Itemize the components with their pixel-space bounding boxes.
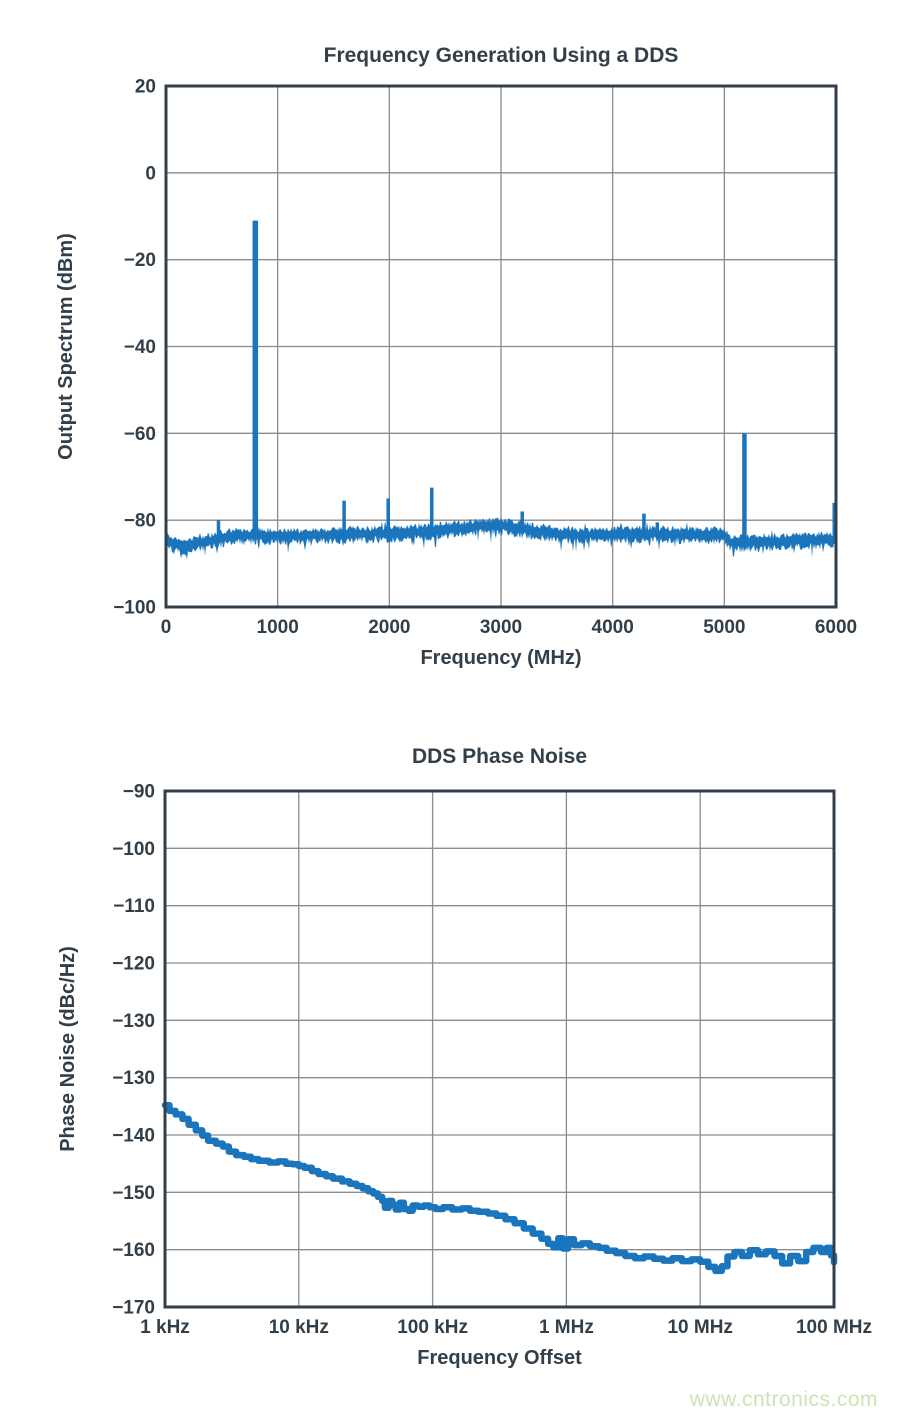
spur xyxy=(386,498,390,537)
y-tick-label: −140 xyxy=(112,1125,155,1146)
y-tick-label: −170 xyxy=(112,1297,155,1318)
y-tick-label: −130 xyxy=(112,1068,155,1089)
spur xyxy=(642,513,646,537)
y-axis-title: Output Spectrum (dBm) xyxy=(55,233,77,460)
x-tick-label: 6000 xyxy=(815,617,857,638)
phase-noise-chart: DDS Phase Noise −90 −100 −110 −120 −130 −130 −1… xyxy=(57,745,872,1369)
y-tick-label: −130 xyxy=(112,1011,155,1032)
plot-border xyxy=(164,84,838,609)
x-tick-label: 100 MHz xyxy=(796,1317,872,1338)
chart-title: Frequency Generation Using a DDS xyxy=(324,44,679,67)
x-tick-label: 5000 xyxy=(703,617,745,638)
x-tick-label: 2000 xyxy=(368,617,410,638)
y-tick-label: 0 xyxy=(145,163,156,184)
x-axis-title: Frequency (MHz) xyxy=(420,647,581,669)
y-tick-label: −60 xyxy=(124,424,156,445)
y-tick-label: −150 xyxy=(112,1183,155,1204)
y-tick-label: −120 xyxy=(112,953,155,974)
spur xyxy=(520,511,524,532)
chart-title: DDS Phase Noise xyxy=(412,745,587,768)
y-tick-label: 20 xyxy=(135,76,156,97)
y-tick-label: −40 xyxy=(124,337,156,358)
phase-noise-curve xyxy=(161,1101,838,1275)
x-axis-title: Frequency Offset xyxy=(417,1347,582,1369)
x-tick-label: 1000 xyxy=(257,617,299,638)
x-tick-label: 1 kHz xyxy=(140,1317,190,1338)
y-tick-label: −20 xyxy=(124,250,156,271)
x-tick-label: 3000 xyxy=(480,617,522,638)
y-tick-label: −110 xyxy=(113,896,155,917)
x-tick-label: 10 kHz xyxy=(269,1317,329,1338)
main-tone-spur xyxy=(252,220,259,539)
watermark: www.cntronics.com xyxy=(689,1388,878,1411)
x-tick-label: 1 MHz xyxy=(539,1317,594,1338)
spur xyxy=(216,520,221,542)
x-tick-label: 0 xyxy=(161,617,172,638)
x-tick-label: 10 MHz xyxy=(667,1317,732,1338)
spur xyxy=(430,487,434,535)
noise-floor-band xyxy=(166,517,836,560)
x-tick-label: 100 kHz xyxy=(397,1317,468,1338)
spur xyxy=(655,522,660,538)
y-axis-title: Phase Noise (dBc/Hz) xyxy=(57,946,79,1152)
x-tick-label: 4000 xyxy=(592,617,634,638)
y-tick-label: −90 xyxy=(123,781,155,802)
y-tick-label: −100 xyxy=(113,597,156,618)
y-tick-label: −160 xyxy=(112,1240,155,1261)
y-tick-label: −80 xyxy=(124,511,156,532)
spectrum-chart: Frequency Generation Using a DDS 20 0 −20 −4… xyxy=(55,44,857,669)
y-tick-label: −100 xyxy=(112,839,155,860)
spur xyxy=(342,500,346,538)
spur xyxy=(832,502,836,543)
spur xyxy=(742,433,747,546)
plot-border xyxy=(163,789,836,1309)
